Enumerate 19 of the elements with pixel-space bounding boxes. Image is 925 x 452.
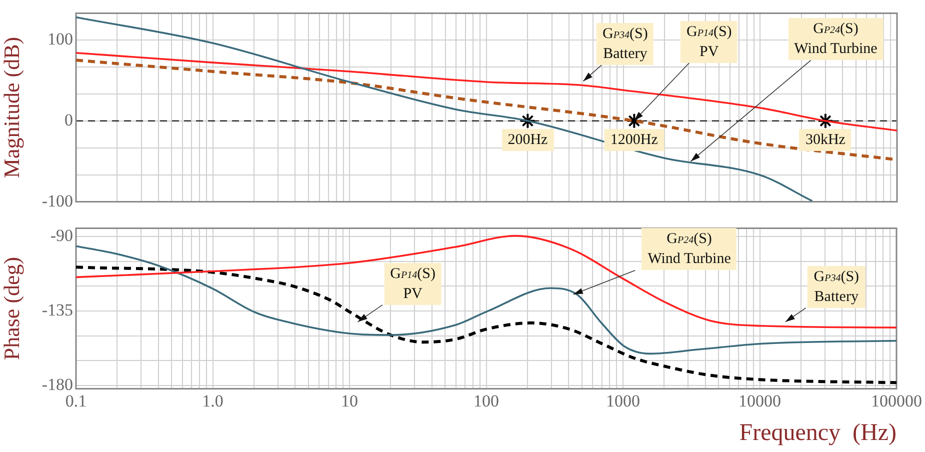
y-axis-title: Magnitude (dB): [0, 36, 24, 178]
y-tick-label: -100: [42, 191, 73, 210]
y-tick-label: 0: [64, 110, 73, 130]
annotation: 200Hz: [502, 128, 554, 151]
annotation: 1200Hz: [604, 128, 664, 151]
x-tick-label: 0.1: [65, 391, 87, 410]
x-tick-label: 100: [474, 391, 499, 410]
x-tick-label: 10: [341, 391, 358, 410]
x-tick-label: 10000: [738, 391, 781, 410]
annotation: 30kHz: [799, 128, 852, 151]
x-tick-label: 1.0: [202, 391, 224, 410]
y-tick-label: 100: [48, 29, 73, 48]
y-tick-label: -90: [50, 226, 73, 245]
y-tick-label: -180: [42, 374, 73, 394]
y-tick-label: -135: [42, 300, 73, 320]
x-axis-title: Frequency (Hz): [739, 420, 896, 446]
y-axis-title: Phase (deg): [0, 256, 24, 360]
x-tick-label: 1000: [606, 391, 640, 410]
x-tick-label: 100000: [871, 391, 922, 410]
